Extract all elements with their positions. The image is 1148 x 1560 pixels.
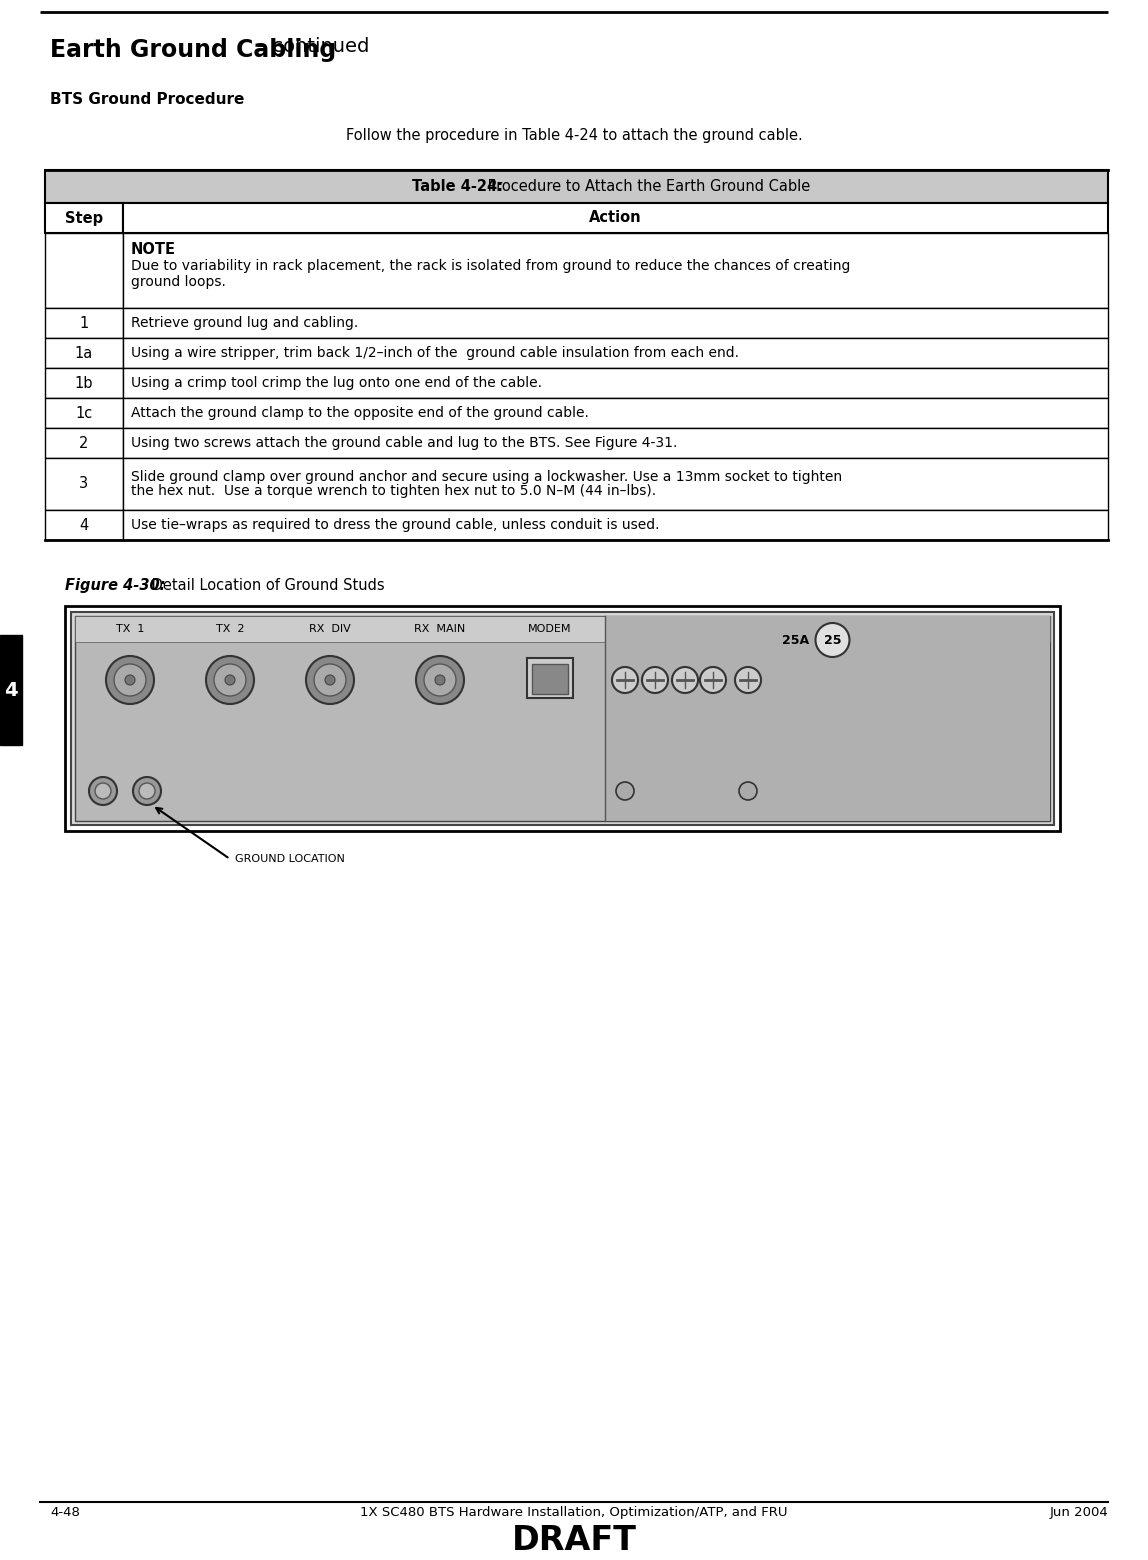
Circle shape — [616, 782, 634, 800]
Text: NOTE: NOTE — [131, 242, 176, 257]
Circle shape — [642, 668, 668, 693]
Text: 2: 2 — [79, 435, 88, 451]
Bar — [65, 605, 1060, 831]
Bar — [45, 427, 123, 459]
Circle shape — [424, 665, 456, 696]
Circle shape — [106, 657, 154, 704]
Bar — [123, 203, 1108, 232]
Text: 4: 4 — [79, 518, 88, 532]
Circle shape — [435, 675, 445, 685]
Circle shape — [125, 675, 135, 685]
Text: RX  DIV: RX DIV — [309, 624, 351, 633]
Text: 4: 4 — [5, 680, 18, 699]
Bar — [45, 203, 123, 232]
Bar — [123, 232, 1108, 307]
Circle shape — [133, 777, 161, 805]
Text: Using a crimp tool crimp the lug onto one end of the cable.: Using a crimp tool crimp the lug onto on… — [131, 376, 542, 390]
Bar — [605, 616, 1050, 821]
Text: Figure 4-30:: Figure 4-30: — [65, 579, 165, 593]
Text: Using a wire stripper, trim back 1/2–inch of the  ground cable insulation from e: Using a wire stripper, trim back 1/2–inc… — [131, 346, 739, 360]
Circle shape — [672, 668, 698, 693]
Text: TX  2: TX 2 — [216, 624, 245, 633]
Circle shape — [735, 668, 761, 693]
Circle shape — [90, 777, 117, 805]
Text: 3: 3 — [79, 476, 88, 491]
Bar — [123, 339, 1108, 368]
Bar — [45, 232, 123, 307]
Bar — [123, 368, 1108, 398]
Text: 1b: 1b — [75, 376, 93, 390]
Bar — [0, 635, 22, 746]
Text: Detail Location of Ground Studs: Detail Location of Ground Studs — [147, 579, 385, 593]
Circle shape — [214, 665, 246, 696]
Bar — [75, 616, 1050, 821]
Circle shape — [315, 665, 346, 696]
Bar — [123, 459, 1108, 510]
Text: 25: 25 — [824, 633, 841, 646]
Text: Jun 2004: Jun 2004 — [1049, 1505, 1108, 1519]
Text: 1: 1 — [79, 315, 88, 331]
Circle shape — [325, 675, 335, 685]
Bar — [45, 510, 123, 540]
Bar — [71, 612, 1054, 825]
Text: Attach the ground clamp to the opposite end of the ground cable.: Attach the ground clamp to the opposite … — [131, 406, 589, 420]
Circle shape — [139, 783, 155, 799]
Bar — [123, 398, 1108, 427]
Bar — [123, 510, 1108, 540]
Bar — [45, 339, 123, 368]
Circle shape — [225, 675, 235, 685]
Text: the hex nut.  Use a torque wrench to tighten hex nut to 5.0 N–M (44 in–lbs).: the hex nut. Use a torque wrench to tigh… — [131, 484, 657, 498]
Text: Table 4-24:: Table 4-24: — [412, 179, 503, 193]
Text: 1a: 1a — [75, 345, 93, 360]
Text: Procedure to Attach the Earth Ground Cable: Procedure to Attach the Earth Ground Cab… — [483, 179, 810, 193]
Text: BTS Ground Procedure: BTS Ground Procedure — [51, 92, 245, 108]
Text: 1X SC480 BTS Hardware Installation, Optimization/ATP, and FRU: 1X SC480 BTS Hardware Installation, Opti… — [360, 1505, 788, 1519]
Text: Action: Action — [589, 211, 642, 226]
Text: GROUND LOCATION: GROUND LOCATION — [235, 853, 344, 864]
Circle shape — [205, 657, 254, 704]
Text: Slide ground clamp over ground anchor and secure using a lockwasher. Use a 13mm : Slide ground clamp over ground anchor an… — [131, 470, 843, 484]
Circle shape — [815, 622, 850, 657]
Circle shape — [612, 668, 638, 693]
Bar — [45, 307, 123, 339]
Text: Earth Ground Cabling: Earth Ground Cabling — [51, 37, 336, 62]
Text: RX  MAIN: RX MAIN — [414, 624, 466, 633]
Bar — [45, 398, 123, 427]
Text: Using two screws attach the ground cable and lug to the BTS. See Figure 4-31.: Using two screws attach the ground cable… — [131, 435, 677, 449]
Text: – continued: – continued — [250, 37, 370, 56]
Circle shape — [114, 665, 146, 696]
Text: 1c: 1c — [76, 406, 93, 421]
Circle shape — [700, 668, 726, 693]
Bar — [532, 665, 568, 694]
Text: TX  1: TX 1 — [116, 624, 145, 633]
Text: Follow the procedure in Table 4-24 to attach the ground cable.: Follow the procedure in Table 4-24 to at… — [346, 128, 802, 144]
Bar — [123, 307, 1108, 339]
Bar — [75, 616, 1050, 643]
Text: Step: Step — [65, 211, 103, 226]
Circle shape — [739, 782, 757, 800]
Bar — [123, 427, 1108, 459]
Text: Use tie–wraps as required to dress the ground cable, unless conduit is used.: Use tie–wraps as required to dress the g… — [131, 518, 659, 532]
Bar — [45, 368, 123, 398]
Circle shape — [307, 657, 354, 704]
Bar — [45, 459, 123, 510]
Text: Retrieve ground lug and cabling.: Retrieve ground lug and cabling. — [131, 317, 358, 331]
Text: 4-48: 4-48 — [51, 1505, 80, 1519]
Text: 25A: 25A — [783, 633, 809, 647]
Circle shape — [95, 783, 111, 799]
Text: DRAFT: DRAFT — [512, 1524, 636, 1557]
Text: Due to variability in rack placement, the rack is isolated from ground to reduce: Due to variability in rack placement, th… — [131, 259, 851, 289]
Circle shape — [416, 657, 464, 704]
Text: MODEM: MODEM — [528, 624, 572, 633]
Bar — [527, 658, 573, 697]
Bar — [45, 170, 1108, 203]
